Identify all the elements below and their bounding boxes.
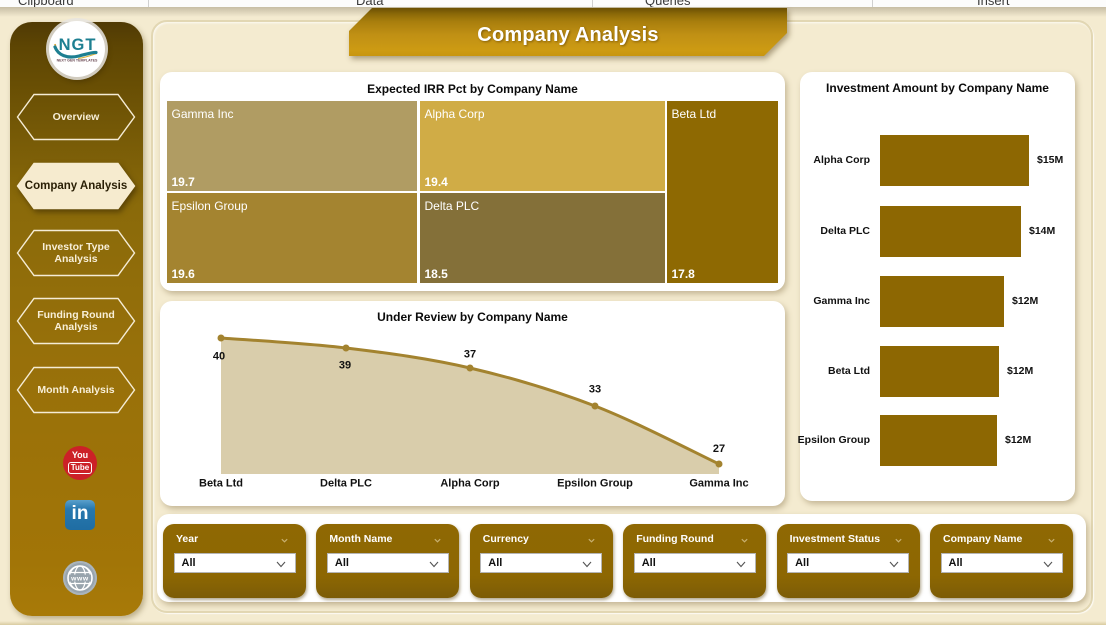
svg-text:www: www [70, 576, 89, 583]
svg-text:33: 33 [589, 384, 601, 396]
svg-text:37: 37 [464, 349, 476, 361]
svg-text:Alpha Corp: Alpha Corp [440, 478, 500, 490]
svg-text:27: 27 [713, 443, 725, 455]
svg-text:NEXT GEN TEMPLATES: NEXT GEN TEMPLATES [57, 59, 98, 63]
svg-text:39: 39 [339, 360, 351, 372]
svg-text:40: 40 [213, 351, 225, 363]
svg-text:Delta PLC: Delta PLC [320, 478, 372, 490]
svg-text:Gamma Inc: Gamma Inc [689, 478, 748, 490]
svg-text:Epsilon Group: Epsilon Group [557, 478, 633, 490]
svg-text:NGT: NGT [59, 36, 97, 54]
svg-text:Beta Ltd: Beta Ltd [199, 478, 243, 490]
